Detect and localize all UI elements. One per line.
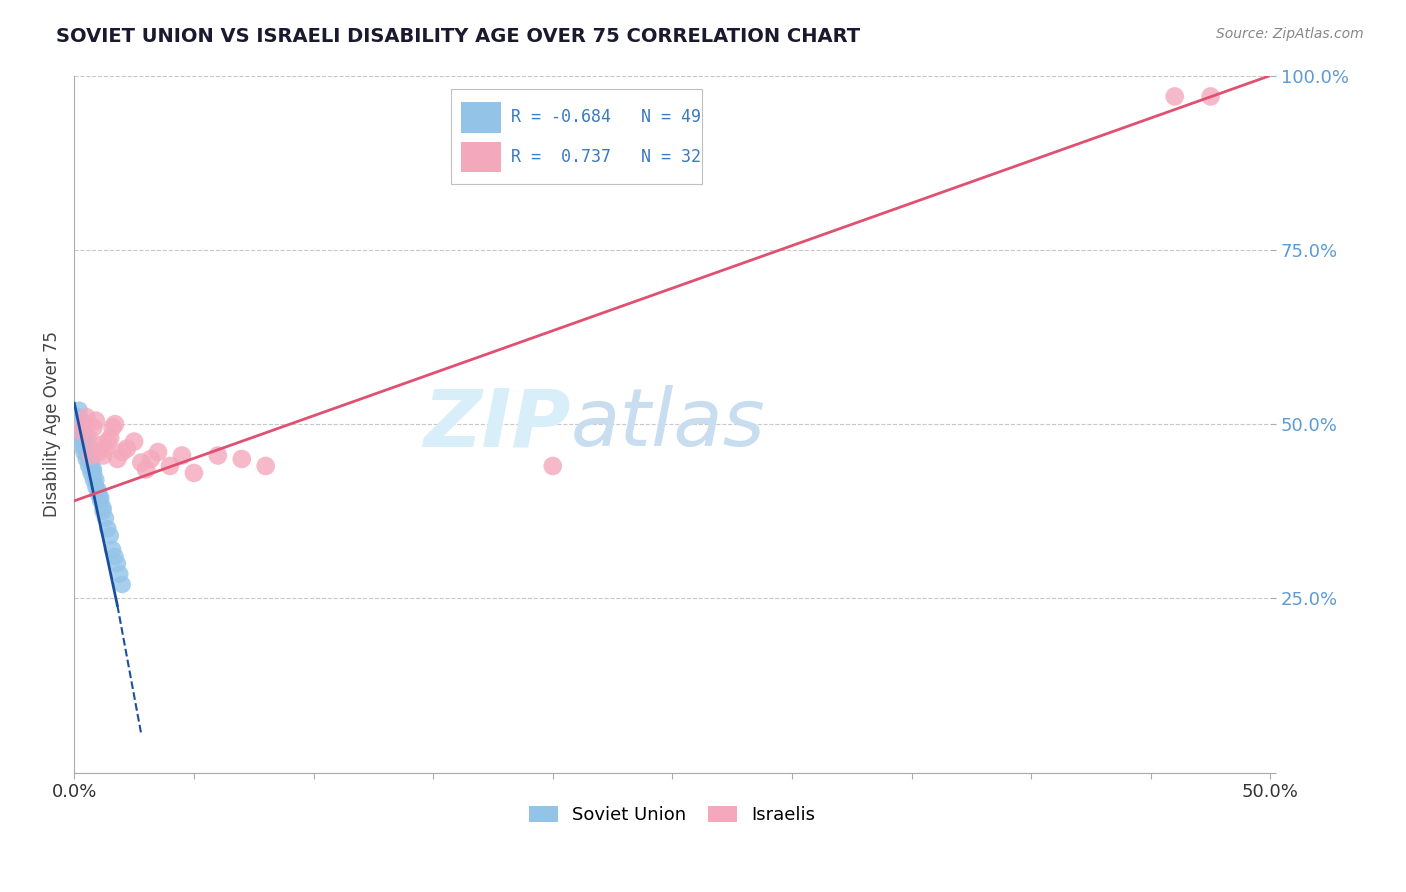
Point: [170, 449, 193, 463]
Point: [135, 462, 157, 476]
Text: R =  0.737   N = 32: R = 0.737 N = 32: [510, 148, 700, 166]
Point: [70, 424, 93, 438]
Point: [66, 417, 89, 431]
Point: [105, 452, 128, 467]
Point: [84, 473, 107, 487]
Point: [87, 483, 110, 498]
Text: ZIP: ZIP: [423, 385, 571, 463]
Point: [67, 403, 90, 417]
Point: [75, 452, 97, 467]
Point: [80, 449, 103, 463]
Point: [75, 445, 97, 459]
Point: [254, 458, 277, 473]
Point: [231, 452, 253, 467]
FancyBboxPatch shape: [451, 89, 702, 184]
Point: [104, 549, 127, 564]
Point: [73, 431, 96, 445]
Point: [91, 500, 114, 515]
Point: [82, 420, 104, 434]
Point: [73, 417, 96, 431]
Point: [90, 438, 112, 452]
Point: [77, 442, 100, 456]
Text: atlas: atlas: [571, 385, 765, 463]
Point: [111, 445, 134, 459]
FancyBboxPatch shape: [461, 102, 502, 133]
Point: [67, 424, 90, 438]
Point: [111, 577, 134, 591]
Point: [122, 434, 145, 449]
Point: [1164, 89, 1187, 103]
Point: [101, 542, 124, 557]
Point: [139, 452, 162, 467]
Point: [67, 410, 90, 425]
Point: [146, 445, 169, 459]
Point: [80, 458, 103, 473]
Point: [1199, 89, 1222, 103]
Point: [70, 431, 93, 445]
Point: [67, 431, 90, 445]
Y-axis label: Disability Age Over 75: Disability Age Over 75: [44, 331, 60, 517]
Point: [77, 431, 100, 445]
Legend: Soviet Union, Israelis: Soviet Union, Israelis: [520, 797, 824, 833]
Point: [70, 424, 93, 438]
Text: R = -0.684   N = 49: R = -0.684 N = 49: [510, 108, 700, 127]
FancyBboxPatch shape: [461, 142, 502, 172]
Point: [77, 452, 100, 467]
Point: [77, 458, 100, 473]
Point: [129, 455, 152, 469]
Point: [105, 557, 128, 571]
Point: [98, 431, 121, 445]
Point: [73, 424, 96, 438]
Point: [73, 438, 96, 452]
Text: SOVIET UNION VS ISRAELI DISABILITY AGE OVER 75 CORRELATION CHART: SOVIET UNION VS ISRAELI DISABILITY AGE O…: [56, 27, 860, 45]
Point: [70, 438, 93, 452]
Point: [541, 458, 564, 473]
Point: [90, 491, 112, 505]
Point: [87, 445, 110, 459]
Point: [80, 449, 103, 463]
Point: [104, 417, 127, 431]
Point: [97, 434, 120, 449]
Point: [108, 567, 131, 582]
Point: [80, 455, 103, 469]
Point: [91, 449, 114, 463]
Point: [75, 410, 97, 425]
Point: [115, 442, 138, 456]
Point: [82, 466, 104, 480]
Point: [75, 434, 97, 449]
Point: [87, 487, 110, 501]
Point: [82, 462, 104, 476]
Point: [77, 449, 100, 463]
Point: [75, 427, 97, 442]
Point: [75, 442, 97, 456]
Point: [70, 414, 93, 428]
Point: [84, 480, 107, 494]
Point: [84, 414, 107, 428]
Point: [159, 458, 181, 473]
Point: [90, 493, 112, 508]
Point: [94, 442, 117, 456]
Point: [94, 511, 117, 525]
Point: [98, 529, 121, 543]
Point: [207, 449, 229, 463]
Point: [70, 420, 93, 434]
Point: [80, 466, 103, 480]
Point: [183, 466, 205, 480]
Point: [66, 424, 89, 438]
Point: [67, 417, 90, 431]
Point: [66, 410, 89, 425]
Point: [101, 420, 124, 434]
Point: [97, 522, 120, 536]
Point: [73, 445, 96, 459]
Text: Source: ZipAtlas.com: Source: ZipAtlas.com: [1216, 27, 1364, 41]
Point: [91, 504, 114, 518]
Point: [82, 473, 104, 487]
